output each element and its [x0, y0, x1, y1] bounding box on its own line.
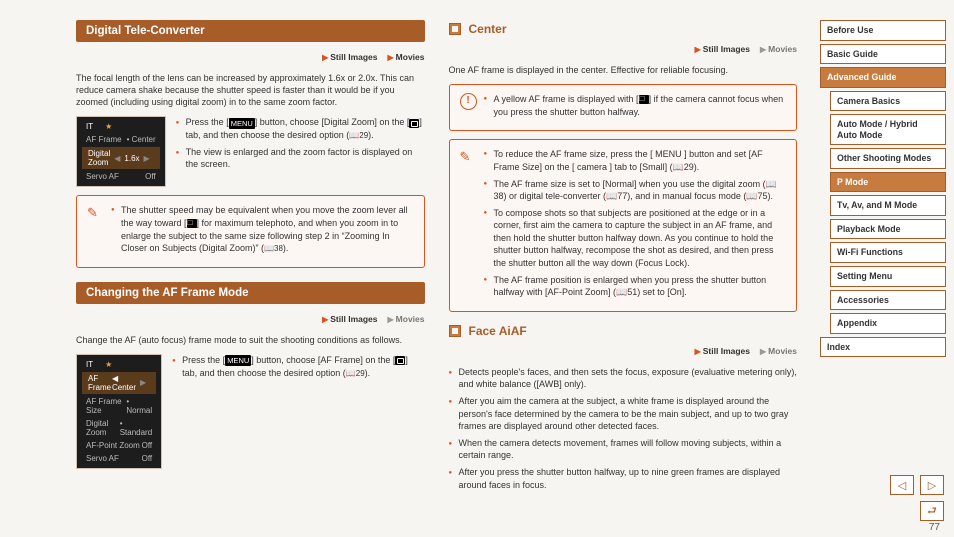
- note-text: The shutter speed may be equivalent when…: [111, 204, 414, 254]
- step-item: The view is enlarged and the zoom factor…: [176, 146, 425, 171]
- bullet-item: Detects people's faces, and then sets th…: [449, 366, 798, 391]
- page-root: Digital Tele-Converter ▶Still Images ▶Mo…: [0, 0, 954, 537]
- applies-movies: Movies: [768, 346, 797, 356]
- square-icon: [449, 325, 461, 337]
- tips-list: To reduce the AF frame size, press the […: [484, 148, 787, 299]
- shot-label: AF Frame: [88, 374, 112, 392]
- nav-sidebar: Before Use Basic GuideAdvanced Guide Camer…: [820, 20, 946, 360]
- shot-tab: ★: [105, 122, 112, 131]
- shot-label: AF Frame: [86, 135, 122, 144]
- shot-value: • Center: [127, 135, 156, 144]
- step-item: Press the [MENU] button, choose [Digital…: [176, 116, 425, 141]
- bullet-item: After you aim the camera at the subject,…: [449, 395, 798, 433]
- sidebar-item[interactable]: Appendix: [830, 313, 946, 334]
- triangle-icon: ▶: [760, 45, 766, 54]
- subsection-title: Center: [469, 22, 507, 36]
- screenshot-row: IT★ AF Frame◀ Center▶ AF Frame Size• Nor…: [76, 354, 425, 469]
- shot-label: Servo AF: [86, 454, 119, 463]
- applies-still: Still Images: [703, 346, 750, 356]
- intro-text: The focal length of the lens can be incr…: [76, 72, 425, 108]
- shot-value: • Normal: [126, 397, 152, 415]
- applies-still: Still Images: [703, 44, 750, 54]
- applies-movies: Movies: [396, 52, 425, 62]
- shot-label: Digital Zoom: [86, 419, 120, 437]
- sidebar-item[interactable]: Accessories: [830, 290, 946, 311]
- triangle-icon: ▶: [760, 347, 766, 356]
- shot-value: • Standard: [120, 419, 152, 437]
- nav-controls: ◁ ▷ ⮐: [890, 475, 944, 521]
- sidebar-item[interactable]: Advanced Guide: [820, 67, 946, 88]
- step-item: Press the [MENU] button, choose [AF Fram…: [172, 354, 424, 379]
- sidebar-item[interactable]: Index: [820, 337, 946, 358]
- screenshot-row: IT★ AF Frame• Center Digital Zoom◀1.6x▶ …: [76, 116, 425, 187]
- left-column: Digital Tele-Converter ▶Still Images ▶Mo…: [76, 20, 425, 527]
- warning-text: A yellow AF frame is displayed with [] i…: [484, 93, 787, 118]
- shot-value: Off: [142, 454, 153, 463]
- sidebar-item[interactable]: Camera Basics: [830, 91, 946, 112]
- camera-screenshot: IT★ AF Frame◀ Center▶ AF Frame Size• Nor…: [76, 354, 162, 469]
- sidebar-item[interactable]: Basic Guide: [820, 44, 946, 65]
- applies-row: ▶Still Images ▶Movies: [449, 44, 798, 54]
- shot-tab: IT: [86, 122, 93, 131]
- applies-row: ▶Still Images ▶Movies: [76, 52, 425, 62]
- shot-tab: ★: [105, 360, 112, 369]
- warning-box: A yellow AF frame is displayed with [] i…: [449, 84, 798, 131]
- subsection-title: Face AiAF: [469, 324, 527, 338]
- triangle-icon: ▶: [695, 347, 701, 356]
- square-icon: [449, 23, 461, 35]
- sidebar-item[interactable]: Wi-Fi Functions: [830, 242, 946, 263]
- shot-label: AF Frame Size: [86, 397, 126, 415]
- triangle-icon: ▶: [695, 45, 701, 54]
- shot-value: Off: [142, 441, 153, 450]
- camera-screenshot: IT★ AF Frame• Center Digital Zoom◀1.6x▶ …: [76, 116, 166, 187]
- bullet-item: After you press the shutter button halfw…: [449, 466, 798, 491]
- shot-label: Servo AF: [86, 172, 119, 181]
- shot-label: Digital Zoom: [88, 149, 110, 167]
- shot-value: ◀ Center: [112, 374, 136, 392]
- bullet-item: When the camera detects movement, frames…: [449, 437, 798, 462]
- tip-item: The AF frame position is enlarged when y…: [484, 274, 787, 299]
- shot-label: AF-Point Zoom: [86, 441, 140, 450]
- shot-value: 1.6x: [124, 154, 139, 163]
- bullets-list: Detects people's faces, and then sets th…: [449, 366, 798, 495]
- return-button[interactable]: ⮐: [920, 501, 944, 521]
- triangle-icon: ▶: [388, 53, 394, 62]
- tip-item: To reduce the AF frame size, press the […: [484, 148, 787, 173]
- prev-page-button[interactable]: ◁: [890, 475, 914, 495]
- section-header-digital-tele: Digital Tele-Converter: [76, 20, 425, 42]
- intro-text: One AF frame is displayed in the center.…: [449, 64, 798, 76]
- next-page-button[interactable]: ▷: [920, 475, 944, 495]
- sidebar-item[interactable]: Setting Menu: [830, 266, 946, 287]
- intro-text: Change the AF (auto focus) frame mode to…: [76, 334, 425, 346]
- shot-tab: IT: [86, 360, 93, 369]
- subsection-header: Face AiAF: [449, 324, 798, 338]
- page-number: 77: [929, 522, 940, 533]
- sidebar-item[interactable]: Auto Mode / Hybrid Auto Mode: [830, 114, 946, 145]
- tip-item: The AF frame size is set to [Normal] whe…: [484, 178, 787, 203]
- right-column: Center ▶Still Images ▶Movies One AF fram…: [449, 20, 798, 527]
- applies-movies: Movies: [396, 314, 425, 324]
- tip-item: To compose shots so that subjects are po…: [484, 207, 787, 270]
- sidebar-item[interactable]: P Mode: [830, 172, 946, 193]
- sidebar-item[interactable]: Before Use: [820, 20, 946, 41]
- shot-value: Off: [145, 172, 156, 181]
- sidebar-item[interactable]: Playback Mode: [830, 219, 946, 240]
- sidebar-item[interactable]: Tv, Av, and M Mode: [830, 195, 946, 216]
- triangle-icon: ▶: [322, 53, 328, 62]
- applies-movies: Movies: [768, 44, 797, 54]
- triangle-icon: ▶: [388, 315, 394, 324]
- tips-box: To reduce the AF frame size, press the […: [449, 139, 798, 312]
- applies-row: ▶Still Images ▶Movies: [449, 346, 798, 356]
- triangle-icon: ▶: [322, 315, 328, 324]
- applies-still: Still Images: [330, 52, 377, 62]
- applies-row: ▶Still Images ▶Movies: [76, 314, 425, 324]
- steps-list: Press the [MENU] button, choose [Digital…: [176, 116, 425, 174]
- subsection-header: Center: [449, 22, 798, 36]
- applies-still: Still Images: [330, 314, 377, 324]
- content-columns: Digital Tele-Converter ▶Still Images ▶Mo…: [0, 0, 815, 537]
- note-box: The shutter speed may be equivalent when…: [76, 195, 425, 267]
- steps-list: Press the [MENU] button, choose [AF Fram…: [172, 354, 424, 383]
- section-header-af-frame: Changing the AF Frame Mode: [76, 282, 425, 304]
- sidebar-item[interactable]: Other Shooting Modes: [830, 148, 946, 169]
